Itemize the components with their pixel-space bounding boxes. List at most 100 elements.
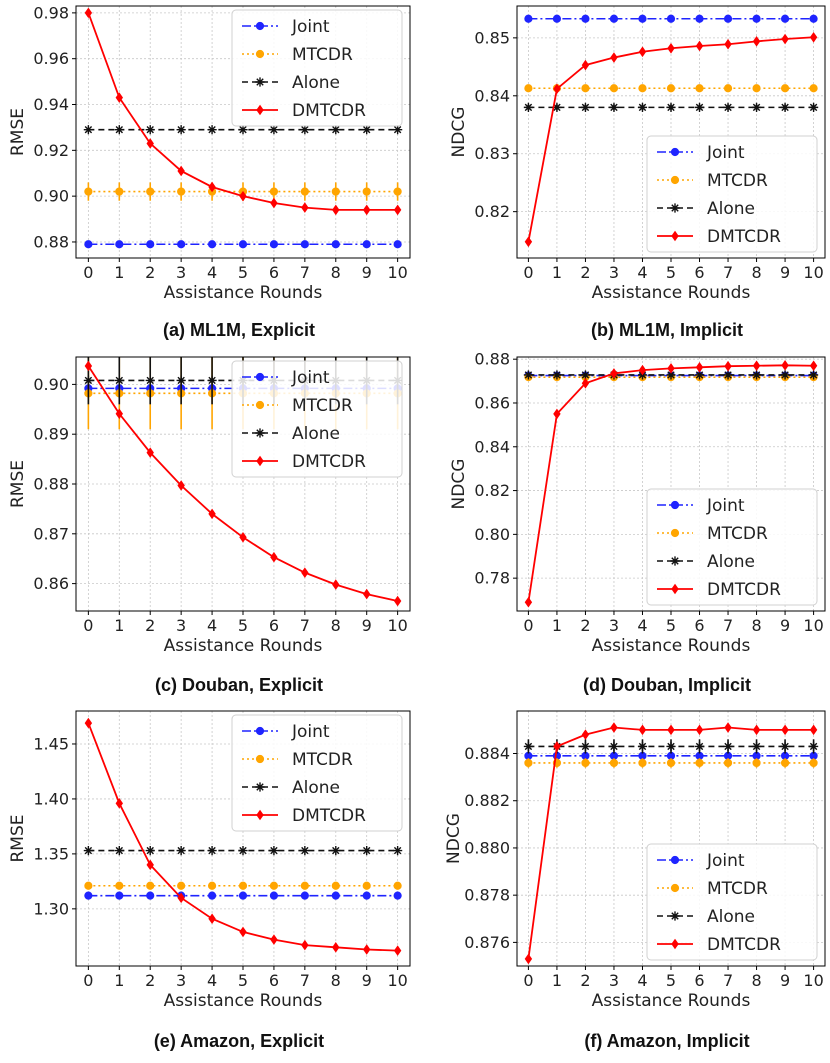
legend-label-alone: Alone: [292, 424, 340, 444]
y-tick-label: 0.80: [474, 525, 510, 544]
x-tick-label: 0: [523, 263, 533, 282]
x-tick-label: 3: [609, 616, 619, 635]
series-mtcdr-point: [609, 84, 619, 93]
y-tick-label: 0.82: [474, 202, 510, 221]
series-alone-point: [393, 125, 403, 135]
series-alone-point: [637, 741, 648, 752]
y-tick-label: 0.78: [474, 569, 510, 588]
series-joint-point: [723, 14, 733, 23]
legend-marker-dmtcdr: [671, 938, 679, 950]
series-alone-point: [723, 741, 733, 752]
series-joint-point: [362, 891, 371, 900]
series-dmtcdr-point: [781, 33, 789, 45]
series-dmtcdr-point: [239, 926, 247, 938]
y-tick-label: 0.82: [474, 481, 510, 500]
series-alone-point: [780, 370, 790, 380]
series-alone-point: [780, 102, 790, 112]
y-axis-label: RMSE: [8, 460, 28, 508]
series-alone-point: [176, 845, 186, 856]
y-tick-label: 0.94: [33, 95, 69, 114]
series-mtcdr-point: [695, 758, 704, 768]
x-tick-label: 8: [331, 263, 341, 282]
legend-label-mtcdr: MTCDR: [292, 45, 353, 65]
y-tick-label: 0.884: [464, 744, 510, 763]
legend-marker-joint: [255, 372, 265, 382]
legend-label-dmtcdr: DMTCDR: [292, 806, 366, 826]
x-tick-label: 9: [362, 616, 372, 635]
x-tick-label: 8: [751, 616, 761, 635]
legend-marker-alone: [255, 428, 265, 438]
series-dmtcdr-point: [393, 204, 402, 216]
series-alone-point: [145, 125, 155, 135]
legend-marker-joint: [670, 855, 680, 865]
x-axis-label: Assistance Rounds: [592, 991, 751, 1011]
x-tick-label: 9: [362, 263, 372, 282]
chart-panel-3: 0 1 2 3 4 5 6 7 8 9 10 0.86 0.87 0.88 0.89 0.90 Assistan…: [8, 356, 411, 695]
series-joint: [84, 240, 402, 249]
series-alone-point: [723, 102, 733, 112]
x-tick-label: 2: [580, 971, 590, 990]
legend: Joint MTCDR Alone DMTCDR: [646, 843, 818, 961]
legend-label-joint: Joint: [291, 722, 330, 742]
series-alone-point: [723, 370, 733, 380]
series-mtcdr-point: [177, 187, 186, 196]
series-mtcdr-point: [524, 84, 533, 93]
series-alone-point: [694, 741, 705, 752]
series-dmtcdr-point: [146, 138, 154, 149]
series-joint-point: [177, 240, 186, 249]
y-tick-label: 1.40: [33, 789, 69, 808]
series-mtcdr: [84, 881, 402, 890]
legend-label-joint: Joint: [291, 368, 330, 388]
legend-marker-joint: [255, 21, 265, 31]
series-alone-point: [751, 370, 762, 380]
series-dmtcdr-point: [393, 945, 402, 956]
series-alone-point: [238, 125, 248, 135]
series-joint-point: [207, 240, 217, 249]
legend-label-joint: Joint: [706, 143, 745, 163]
series-mtcdr-point: [269, 881, 279, 890]
series-dmtcdr-point: [115, 798, 124, 809]
y-axis-label: RMSE: [8, 108, 28, 156]
x-tick-label: 3: [176, 263, 186, 282]
x-tick-label: 4: [637, 263, 647, 282]
x-tick-label: 7: [723, 971, 733, 990]
x-tick-label: 0: [523, 616, 533, 635]
series-mtcdr-point: [780, 84, 790, 93]
series-alone-point: [269, 125, 279, 135]
series-alone-point: [694, 102, 705, 112]
series-dmtcdr-point: [146, 447, 154, 458]
x-tick-label: 4: [207, 263, 217, 282]
series-alone-point: [780, 741, 790, 752]
x-tick-label: 5: [666, 263, 676, 282]
x-tick-label: 9: [780, 971, 790, 990]
series-joint-point: [146, 891, 155, 900]
legend-label-dmtcdr: DMTCDR: [292, 452, 366, 472]
series-mtcdr-point: [146, 187, 155, 196]
legend-marker-mtcdr: [255, 754, 265, 764]
series-mtcdr-point: [723, 758, 733, 768]
plot-area: [83, 717, 403, 956]
x-tick-label: 7: [300, 616, 310, 635]
legend-marker-dmtcdr: [671, 583, 679, 595]
series-alone-point: [83, 845, 93, 856]
legend-label-alone: Alone: [707, 907, 755, 927]
legend-marker-dmtcdr: [256, 809, 264, 821]
series-alone-point: [114, 845, 124, 856]
series-alone-point: [751, 741, 762, 752]
x-tick-label: 1: [114, 616, 124, 635]
series-joint-point: [238, 240, 248, 249]
series-dmtcdr-point: [752, 724, 761, 736]
legend-label-mtcdr: MTCDR: [707, 524, 768, 544]
legend-label-alone: Alone: [292, 778, 340, 798]
series-dmtcdr-point: [553, 741, 561, 752]
series-alone-point: [666, 741, 676, 752]
x-tick-label: 6: [694, 263, 704, 282]
series-joint-point: [300, 240, 309, 249]
series-dmtcdr-point: [270, 197, 278, 209]
panel-caption: (e) Amazon, Explicit: [154, 1031, 324, 1051]
series-joint-point: [609, 14, 619, 23]
y-axis-label: RMSE: [8, 814, 28, 862]
y-tick-label: 0.878: [464, 886, 510, 905]
series-joint-point: [524, 14, 533, 23]
series-dmtcdr-point: [146, 859, 154, 871]
